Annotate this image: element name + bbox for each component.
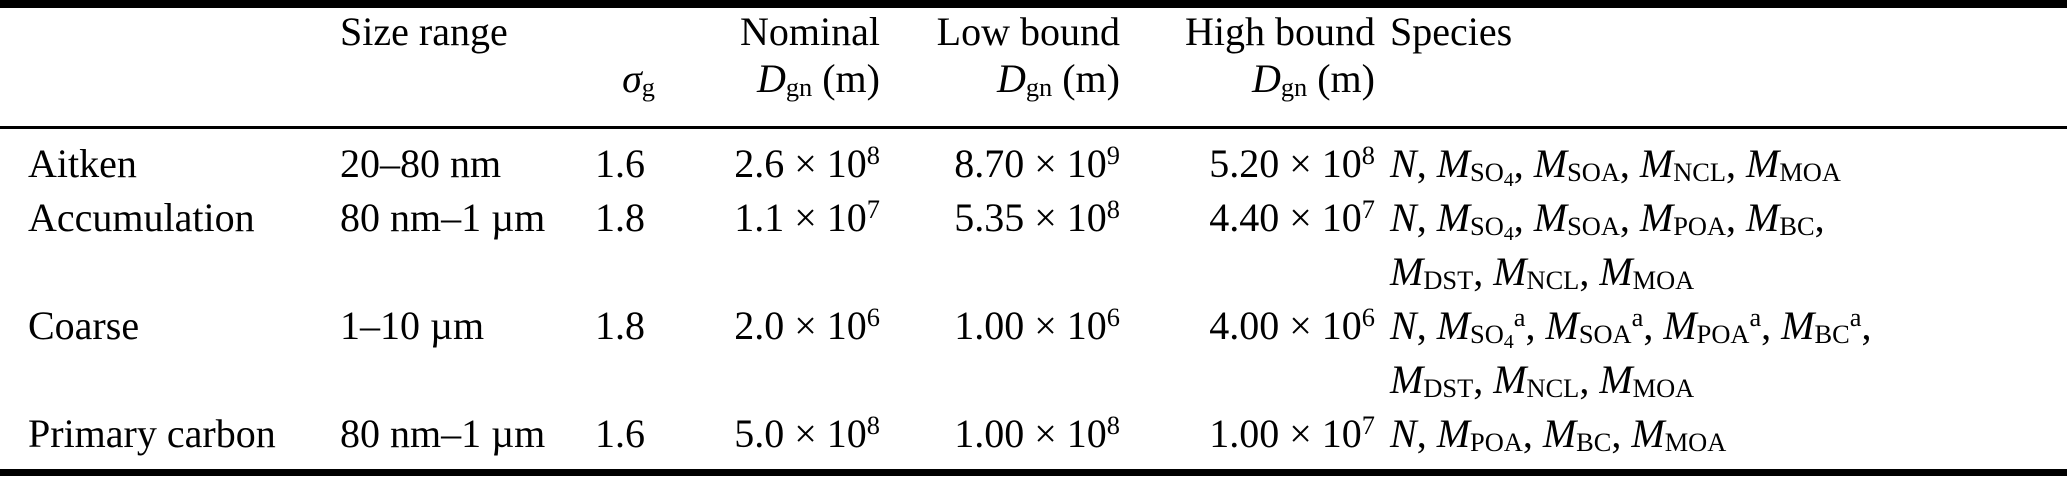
species-line: N, MSO4, MSOA, MPOA, MBC,: [1390, 195, 1825, 245]
header-species-blank: [1375, 56, 2067, 128]
table-header: Size range Nominal Low bound High bound …: [0, 4, 2067, 128]
species-line: N, MPOA, MBC, MMOA: [1390, 411, 1727, 458]
cell-mode: Coarse: [28, 303, 140, 348]
header-low-dgn-units: Dgn (m): [996, 56, 1120, 103]
header-size-blank: [340, 56, 560, 128]
cell-species: N, MSO4a, MSOAa, MPOAa, MBCa, MDST, MNCL…: [1375, 299, 2067, 407]
cell-sigma-g: 1.6: [595, 141, 645, 186]
cell-mode: Accumulation: [28, 195, 255, 240]
cell-species: N, MPOA, MBC, MMOA: [1375, 407, 2067, 473]
cell-low-bound-dgn: 8.70 × 109: [954, 139, 1120, 186]
cell-sigma-g: 1.6: [595, 411, 645, 456]
header-mode-blank: [0, 4, 340, 56]
table-row-coarse: Coarse 1–10 µm 1.8 2.0 × 106 1.00 × 106 …: [0, 299, 2067, 407]
header-sigma-g: σg: [622, 56, 655, 103]
header-high-dgn-units: Dgn (m): [1251, 56, 1375, 103]
header-row-2: σg Dgn (m) Dgn (m) Dgn (m): [0, 56, 2067, 128]
cell-nominal-dgn: 2.6 × 108: [734, 139, 880, 186]
cell-high-bound-dgn: 1.00 × 107: [1209, 409, 1375, 456]
cell-size-range: 80 nm–1 µm: [340, 411, 546, 456]
header-nominal-dgn-units: Dgn (m): [756, 56, 880, 103]
cell-low-bound-dgn: 5.35 × 108: [954, 193, 1120, 240]
header-low-bound: Low bound: [936, 9, 1120, 54]
cell-nominal-dgn: 5.0 × 108: [734, 409, 880, 456]
cell-species: N, MSO4, MSOA, MNCL, MMOA: [1375, 128, 2067, 192]
table-row-accumulation: Accumulation 80 nm–1 µm 1.8 1.1 × 107 5.…: [0, 191, 2067, 299]
header-mode-blank-2: [0, 56, 340, 128]
cell-high-bound-dgn: 5.20 × 108: [1209, 139, 1375, 186]
cell-low-bound-dgn: 1.00 × 106: [954, 301, 1120, 348]
table-row-aitken: Aitken 20–80 nm 1.6 2.6 × 108 8.70 × 109…: [0, 128, 2067, 192]
header-blank: [560, 4, 655, 56]
cell-size-range: 20–80 nm: [340, 141, 502, 186]
cell-species: N, MSO4, MSOA, MPOA, MBC, MDST, MNCL, MM…: [1375, 191, 2067, 299]
header-size-range: Size range: [340, 9, 508, 54]
cell-low-bound-dgn: 1.00 × 108: [954, 409, 1120, 456]
species-line: N, MSO4, MSOA, MNCL, MMOA: [1390, 141, 1841, 191]
table-row-primary-carbon: Primary carbon 80 nm–1 µm 1.6 5.0 × 108 …: [0, 407, 2067, 473]
header-species: Species: [1390, 9, 1513, 54]
cell-high-bound-dgn: 4.40 × 107: [1209, 193, 1375, 240]
species-line: MDST, MNCL, MMOA: [1390, 249, 1695, 296]
species-line: MDST, MNCL, MMOA: [1390, 357, 1695, 404]
cell-sigma-g: 1.8: [595, 195, 645, 240]
cell-mode: Aitken: [28, 141, 137, 186]
cell-size-range: 1–10 µm: [340, 303, 485, 348]
table-body: Aitken 20–80 nm 1.6 2.6 × 108 8.70 × 109…: [0, 128, 2067, 473]
cell-mode: Primary carbon: [28, 411, 276, 456]
header-nominal: Nominal: [740, 9, 880, 54]
cell-sigma-g: 1.8: [595, 303, 645, 348]
cell-size-range: 80 nm–1 µm: [340, 195, 546, 240]
species-line: N, MSO4a, MSOAa, MPOAa, MBCa,: [1390, 301, 1872, 353]
cell-nominal-dgn: 1.1 × 107: [734, 193, 880, 240]
header-high-bound: High bound: [1185, 9, 1375, 54]
header-row-1: Size range Nominal Low bound High bound …: [0, 4, 2067, 56]
cell-nominal-dgn: 2.0 × 106: [734, 301, 880, 348]
cell-high-bound-dgn: 4.00 × 106: [1209, 301, 1375, 348]
